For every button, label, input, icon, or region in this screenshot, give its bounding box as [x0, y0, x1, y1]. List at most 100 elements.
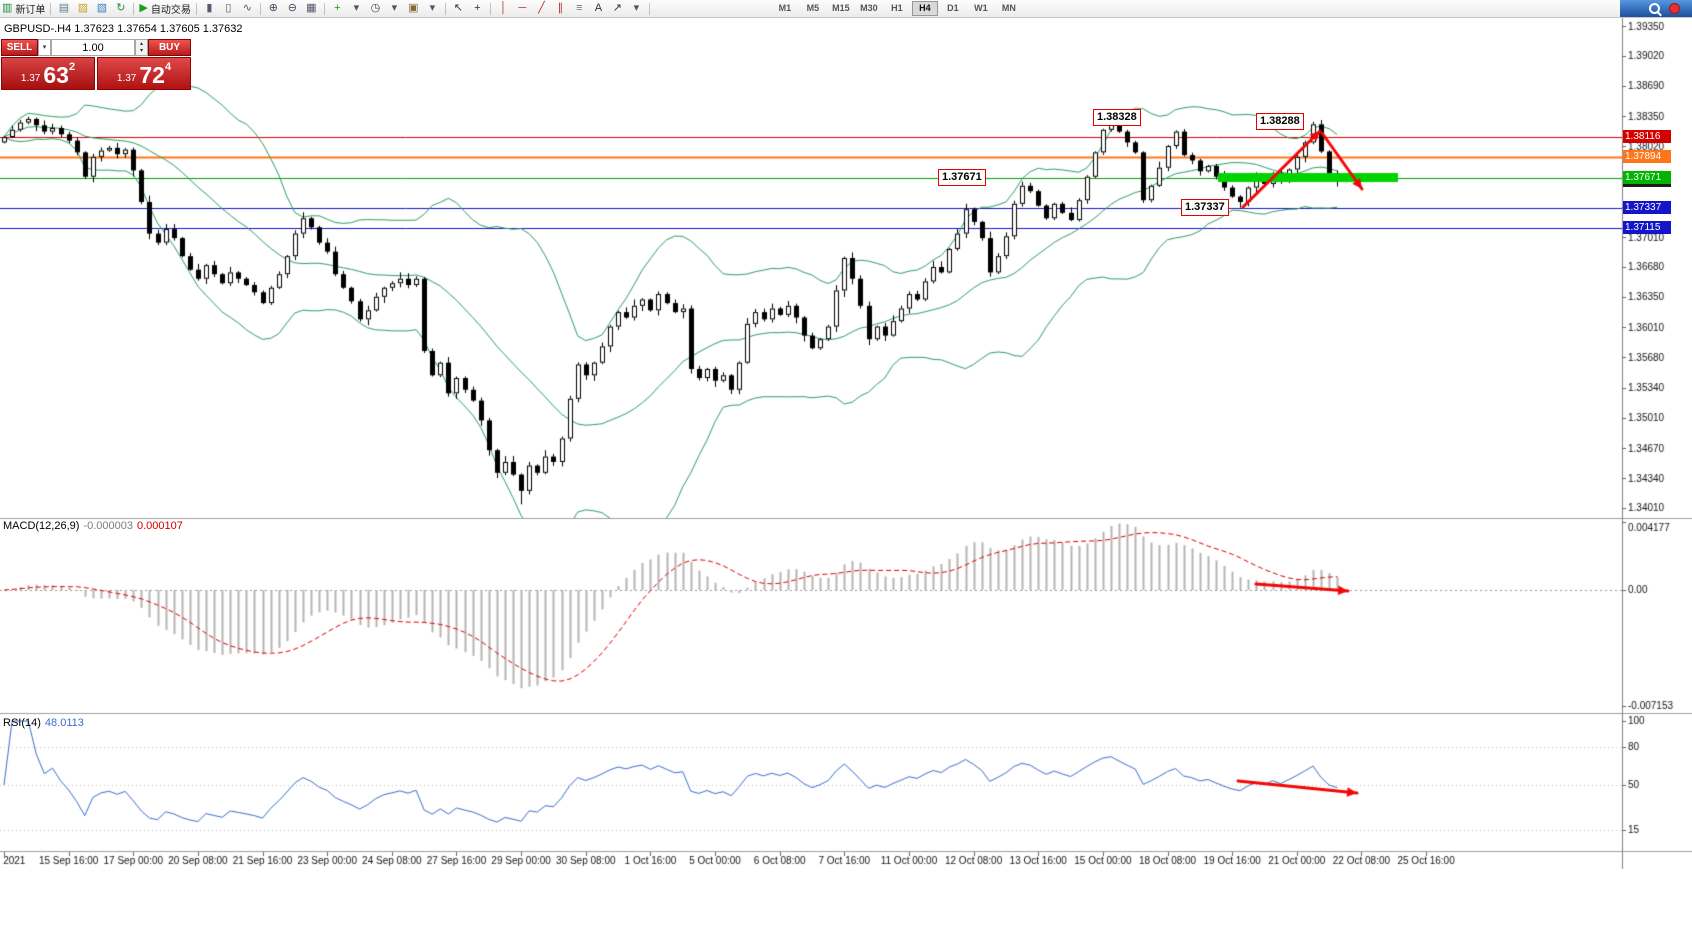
timeframe-h1[interactable]: H1	[891, 3, 903, 13]
rsi-indicator-label: RSI(14) 48.0113	[3, 717, 88, 729]
templates-icon[interactable]: ▣	[404, 1, 423, 16]
refresh-icon[interactable]: ↻	[111, 1, 130, 16]
buy-price-panel[interactable]: 1.37 72 4	[97, 57, 191, 90]
auto-trading-button: ▶	[139, 2, 148, 14]
horizontal-line-icon: ─	[518, 2, 527, 14]
shapes-dropdown-icon[interactable]: ▾	[627, 1, 646, 16]
tile-windows-icon: ▦	[306, 2, 317, 14]
cursor-icon: ↖	[453, 2, 463, 14]
new-order-button[interactable]: ▥ 新订单	[0, 1, 47, 16]
bar-chart-icon[interactable]: ▮	[200, 1, 219, 16]
buy-price-big: 72	[139, 62, 165, 88]
templates-dropdown-icon: ▾	[429, 2, 436, 14]
toolbar-separator	[50, 2, 52, 15]
crosshair-icon[interactable]: +	[468, 1, 487, 16]
vertical-line-icon[interactable]: │	[494, 1, 513, 16]
toolbar-search-area[interactable]	[1620, 0, 1692, 17]
chart-title: GBPUSD-.H4 1.37623 1.37654 1.37605 1.376…	[4, 23, 243, 35]
trendline-icon[interactable]: ╱	[532, 1, 551, 16]
volume-stepper[interactable]: ▴ ▾	[135, 39, 148, 56]
cursor-icon[interactable]: ↖	[449, 1, 468, 16]
tile-windows-icon[interactable]: ▦	[302, 1, 321, 16]
market-watch-icon: ▧	[96, 2, 108, 14]
timeframe-m30[interactable]: M30	[860, 3, 878, 13]
line-chart-icon[interactable]: ∿	[238, 1, 257, 16]
bar-chart-icon: ▮	[206, 2, 213, 14]
timeframe-w1[interactable]: W1	[974, 3, 988, 13]
toolbar-separator	[133, 2, 135, 15]
search-icon[interactable]	[1649, 3, 1660, 14]
sell-button[interactable]: SELL	[1, 39, 38, 56]
toolbar-separator	[195, 2, 197, 15]
toolbar-separator	[259, 2, 261, 15]
sell-price-panel[interactable]: 1.37 63 2	[1, 57, 95, 90]
market-watch-icon[interactable]: ▧	[92, 1, 111, 16]
macd-indicator-label: MACD(12,26,9) -0.000003 0.000107	[3, 520, 187, 532]
annotation-price-label-1.38288[interactable]: 1.38288	[1256, 112, 1304, 130]
zoom-out-icon: ⊖	[287, 2, 297, 14]
toolbar-items: ▥ 新订单 ▤ ▨ ▧ ↻ ▶ 自动交易 ▮ ▯ ∿ ⊕ ⊖ ▦ + ▾ ◷ ▾ ▣ ▾ ↖ + │ ─ ╱ ∥ ≡ A ↗ ▾	[0, 0, 653, 17]
macd-name: MACD(12,26,9)	[3, 520, 80, 532]
indicators-icon[interactable]: +	[328, 1, 347, 16]
horizontal-line-icon[interactable]: ─	[513, 1, 532, 16]
buy-button[interactable]: BUY	[148, 39, 191, 56]
rsi-name: RSI(14)	[3, 717, 41, 729]
toolbar: ▥ 新订单 ▤ ▨ ▧ ↻ ▶ 自动交易 ▮ ▯ ∿ ⊕ ⊖ ▦ + ▾ ◷ ▾ ▣ ▾ ↖ + │ ─ ╱ ∥ ≡ A ↗ ▾ M1 M5…	[0, 0, 1692, 18]
periods-icon: ◷	[370, 2, 381, 14]
candlestick-chart-icon[interactable]: ▯	[219, 1, 238, 16]
shapes-dropdown-icon: ▾	[633, 2, 640, 14]
crosshair-icon: +	[474, 2, 481, 14]
volume-dropdown-icon[interactable]: ▾	[38, 39, 51, 56]
zoom-in-icon[interactable]: ⊕	[264, 1, 283, 16]
macd-signal-value: 0.000107	[136, 520, 183, 532]
fibonacci-icon: ≡	[576, 2, 583, 14]
trendline-icon: ╱	[538, 2, 545, 14]
chart-window-icon: ▤	[58, 2, 70, 14]
buy-price-pip: 4	[164, 61, 172, 73]
rsi-value: 48.0113	[44, 717, 84, 729]
toolbar-separator	[323, 2, 325, 15]
periods-icon[interactable]: ◷	[366, 1, 385, 16]
notification-badge-icon	[1669, 3, 1680, 14]
stepper-up-icon[interactable]: ▴	[139, 40, 143, 47]
sell-price-prefix: 1.37	[20, 73, 41, 84]
periods-dropdown-icon: ▾	[391, 2, 398, 14]
one-click-trading-widget: SELL ▾ ▴ ▾ BUY 1.37 63 2 1.37 72 4	[1, 39, 191, 90]
buy-price-prefix: 1.37	[116, 73, 137, 84]
sell-price-pip: 2	[68, 61, 76, 73]
timeframe-d1[interactable]: D1	[947, 3, 959, 13]
toolbar-separator	[489, 2, 491, 15]
annotation-price-label-1.37337[interactable]: 1.37337	[1181, 198, 1229, 216]
periods-dropdown-icon[interactable]: ▾	[385, 1, 404, 16]
trade-widget-controls: SELL ▾ ▴ ▾ BUY	[1, 39, 191, 56]
refresh-icon: ↻	[116, 2, 126, 14]
indicators-icon: +	[334, 2, 341, 14]
candlestick-chart-icon: ▯	[225, 2, 232, 14]
stepper-down-icon[interactable]: ▾	[139, 47, 143, 54]
chart-window-icon[interactable]: ▤	[54, 1, 73, 16]
templates-icon: ▣	[408, 2, 419, 14]
templates-dropdown-icon[interactable]: ▾	[423, 1, 442, 16]
timeframe-mn[interactable]: MN	[1001, 3, 1016, 13]
channel-icon[interactable]: ∥	[551, 1, 570, 16]
profiles-icon: ▨	[77, 2, 89, 14]
macd-main-value: -0.000003	[83, 520, 133, 532]
text-tool-icon[interactable]: A	[589, 1, 608, 16]
annotation-price-label-1.38328[interactable]: 1.38328	[1093, 109, 1141, 127]
annotation-price-label-1.37671[interactable]: 1.37671	[938, 168, 986, 186]
volume-input[interactable]	[51, 39, 135, 56]
auto-trading-button[interactable]: ▶ 自动交易	[137, 1, 192, 16]
fibonacci-icon[interactable]: ≡	[570, 1, 589, 16]
arrows-tool-icon[interactable]: ↗	[608, 1, 627, 16]
indicators-dropdown-icon[interactable]: ▾	[347, 1, 366, 16]
line-chart-icon: ∿	[242, 2, 252, 14]
timeframe-m1[interactable]: M1	[778, 3, 792, 13]
profiles-icon[interactable]: ▨	[73, 1, 92, 16]
timeframe-m15[interactable]: M15	[832, 3, 850, 13]
timeframe-m5[interactable]: M5	[806, 3, 820, 13]
zoom-out-icon[interactable]: ⊖	[283, 1, 302, 16]
timeframe-h4[interactable]: H4	[911, 1, 938, 16]
toolbar-separator	[444, 2, 446, 15]
indicators-dropdown-icon: ▾	[353, 2, 360, 14]
